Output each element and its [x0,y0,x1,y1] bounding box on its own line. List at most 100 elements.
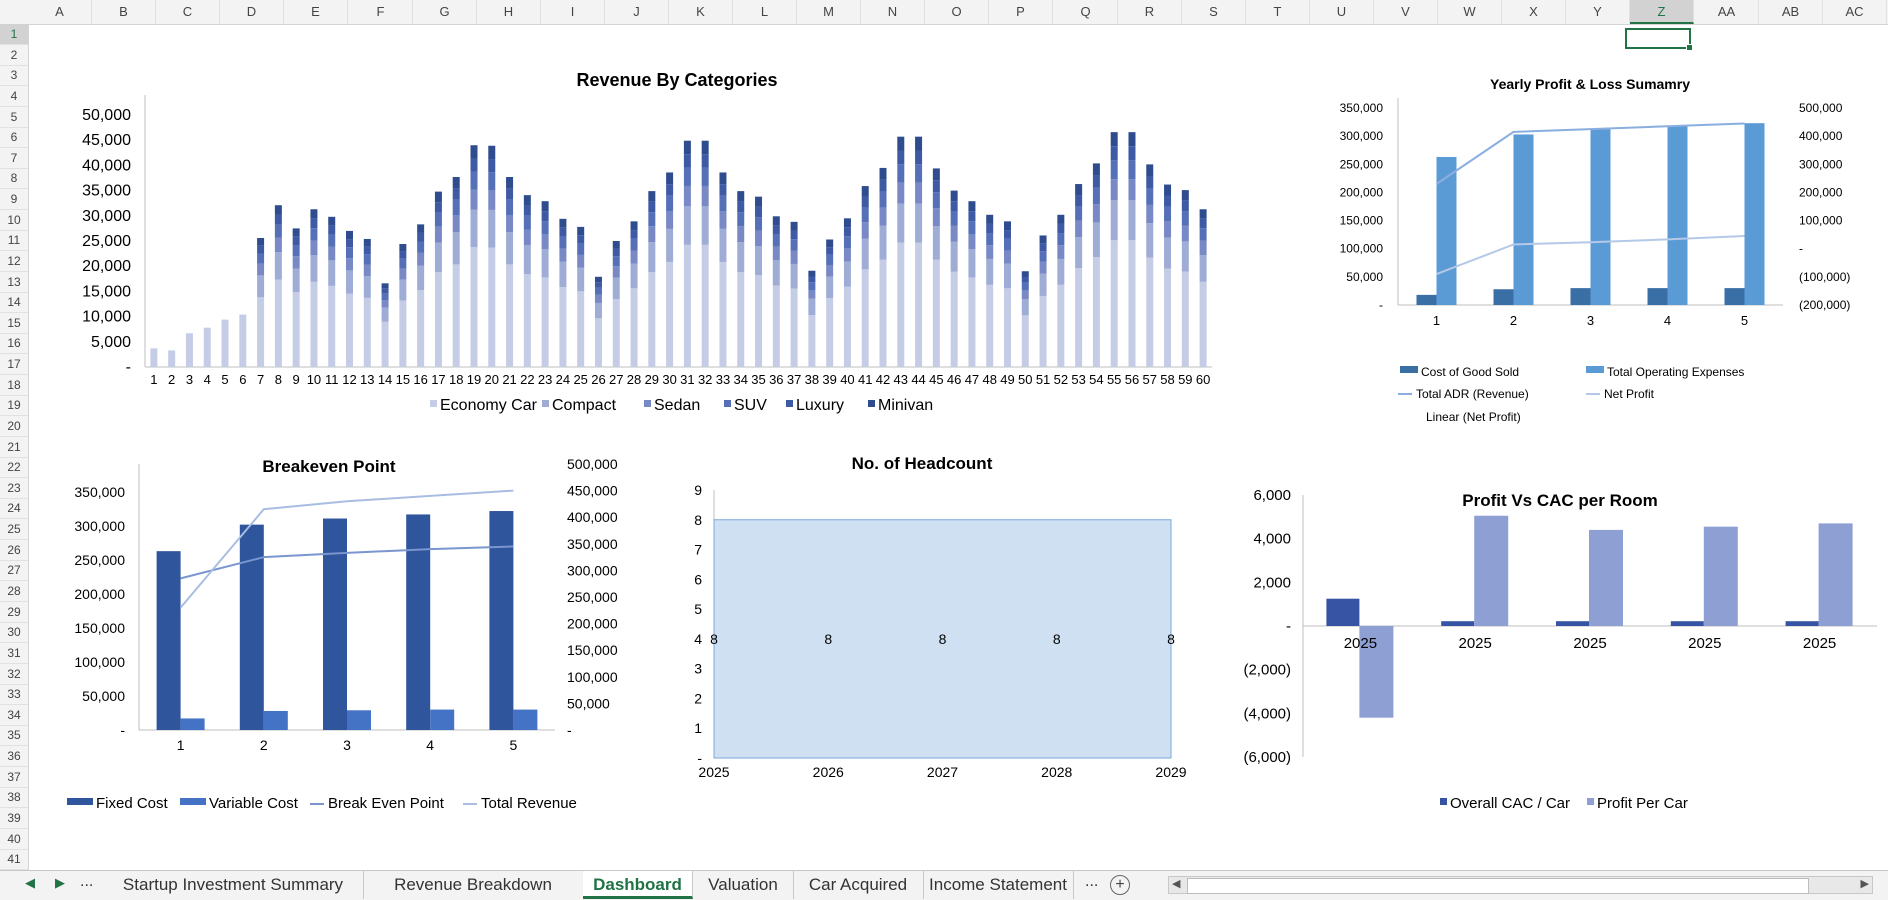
row-header-37[interactable]: 37 [0,767,28,788]
column-header-d[interactable]: D [220,0,284,24]
bar-segment [1164,221,1172,238]
y-tick-label: 100,000 [1340,242,1384,256]
column-header-t[interactable]: T [1246,0,1310,24]
row-header-14[interactable]: 14 [0,292,28,313]
row-header-22[interactable]: 22 [0,457,28,478]
row-header-2[interactable]: 2 [0,45,28,66]
row-header-35[interactable]: 35 [0,725,28,746]
row-header-8[interactable]: 8 [0,168,28,189]
selected-cell[interactable] [1625,28,1693,51]
column-header-o[interactable]: O [925,0,989,24]
row-header-10[interactable]: 10 [0,210,28,231]
bar-segment [488,209,496,248]
column-header-bar: A B C D E F G H I J K L M N O P Q R S T U V W X Y Z AA AB AC [0,0,1888,25]
sheet-tab-income-statement[interactable]: Income Statement [923,871,1074,899]
column-header-n[interactable]: N [861,0,925,24]
row-header-24[interactable]: 24 [0,498,28,519]
scroll-right-icon[interactable]: ▶ [1860,878,1869,890]
column-header-l[interactable]: L [733,0,797,24]
row-header-23[interactable]: 23 [0,478,28,499]
x-tick-label: 56 [1125,372,1139,387]
row-header-39[interactable]: 39 [0,808,28,829]
row-header-18[interactable]: 18 [0,375,28,396]
row-header-16[interactable]: 16 [0,333,28,354]
column-header-b[interactable]: B [92,0,156,24]
row-header-25[interactable]: 25 [0,519,28,540]
column-header-i[interactable]: I [541,0,605,24]
row-header-12[interactable]: 12 [0,251,28,272]
y-tick-label: 2,000 [1253,574,1291,591]
yearly-profit-loss-chart[interactable]: Yearly Profit & Loss Sumamry - 50,000 100,0… [1290,60,1851,440]
row-header-41[interactable]: 41 [0,849,28,870]
horizontal-scrollbar[interactable]: ◀ ▶ [1168,876,1873,894]
row-header-34[interactable]: 34 [0,705,28,726]
row-header-36[interactable]: 36 [0,746,28,767]
row-header-13[interactable]: 13 [0,272,28,293]
scrollbar-thumb[interactable] [1187,878,1809,894]
row-header-28[interactable]: 28 [0,581,28,602]
column-header-v[interactable]: V [1374,0,1438,24]
row-header-30[interactable]: 30 [0,622,28,643]
column-header-z[interactable]: Z [1630,0,1694,24]
row-header-20[interactable]: 20 [0,416,28,437]
tab-more-right[interactable]: ... [1085,873,1099,890]
column-header-u[interactable]: U [1310,0,1374,24]
row-header-9[interactable]: 9 [0,189,28,210]
row-header-38[interactable]: 38 [0,787,28,808]
profit-vs-cac-chart[interactable]: Profit Vs CAC per Room (6,000) (4,000) (2,0… [1235,478,1885,823]
row-header-6[interactable]: 6 [0,127,28,148]
row-header-15[interactable]: 15 [0,313,28,334]
add-sheet-icon[interactable]: + [1110,875,1130,895]
column-header-ac[interactable]: AC [1823,0,1887,24]
column-header-c[interactable]: C [156,0,220,24]
row-header-19[interactable]: 19 [0,395,28,416]
sheet-tab-startup-investment-summary[interactable]: Startup Investment Summary [103,871,364,899]
column-header-r[interactable]: R [1118,0,1182,24]
row-header-31[interactable]: 31 [0,643,28,664]
bar-segment [932,180,940,193]
row-header-3[interactable]: 3 [0,65,28,86]
column-header-q[interactable]: Q [1054,0,1118,24]
column-header-h[interactable]: H [477,0,541,24]
column-header-w[interactable]: W [1438,0,1502,24]
column-header-g[interactable]: G [413,0,477,24]
sheet-tab-dashboard[interactable]: Dashboard [583,871,693,899]
column-header-j[interactable]: J [605,0,669,24]
row-header-27[interactable]: 27 [0,560,28,581]
row-header-1[interactable]: 1 [0,24,28,45]
column-header-y[interactable]: Y [1566,0,1630,24]
row-header-11[interactable]: 11 [0,230,28,251]
column-header-x[interactable]: X [1502,0,1566,24]
row-header-40[interactable]: 40 [0,829,28,850]
column-header-s[interactable]: S [1182,0,1246,24]
row-header-26[interactable]: 26 [0,540,28,561]
column-header-m[interactable]: M [797,0,861,24]
y-tick-label: 250,000 [74,552,125,568]
row-header-21[interactable]: 21 [0,437,28,458]
sheet-tab-valuation[interactable]: Valuation [693,871,794,899]
column-header-ab[interactable]: AB [1759,0,1823,24]
tab-scroll-left-icon[interactable]: ◀ [25,875,35,890]
row-header-4[interactable]: 4 [0,86,28,107]
row-header-7[interactable]: 7 [0,148,28,169]
column-header-a[interactable]: A [28,0,92,24]
row-header-29[interactable]: 29 [0,602,28,623]
tab-more-left[interactable]: ... [80,873,94,890]
bar-segment [1039,261,1047,274]
sheet-tab-car-acquired[interactable]: Car Acquired [793,871,924,899]
row-header-17[interactable]: 17 [0,354,28,375]
no-of-headcount-chart[interactable]: No. of Headcount - 1 2 3 4 5 6 7 8 9 8 8 8 8 8 2025 2026 2… [660,445,1220,785]
row-header-33[interactable]: 33 [0,684,28,705]
column-header-f[interactable]: F [349,0,413,24]
row-header-5[interactable]: 5 [0,107,28,128]
column-header-e[interactable]: E [284,0,348,24]
breakeven-point-chart[interactable]: Breakeven Point-50,000100,000150,000200,… [55,450,635,820]
tab-scroll-right-icon[interactable]: ▶ [55,875,65,890]
sheet-tab-revenue-breakdown[interactable]: Revenue Breakdown [363,871,584,899]
column-header-k[interactable]: K [669,0,733,24]
column-header-aa[interactable]: AA [1695,0,1759,24]
column-header-p[interactable]: P [989,0,1053,24]
scroll-left-icon[interactable]: ◀ [1172,878,1181,890]
revenue-by-categories-chart[interactable]: Revenue By Categories - 5,000 10,000 15,000 2… [50,60,1230,440]
row-header-32[interactable]: 32 [0,664,28,685]
